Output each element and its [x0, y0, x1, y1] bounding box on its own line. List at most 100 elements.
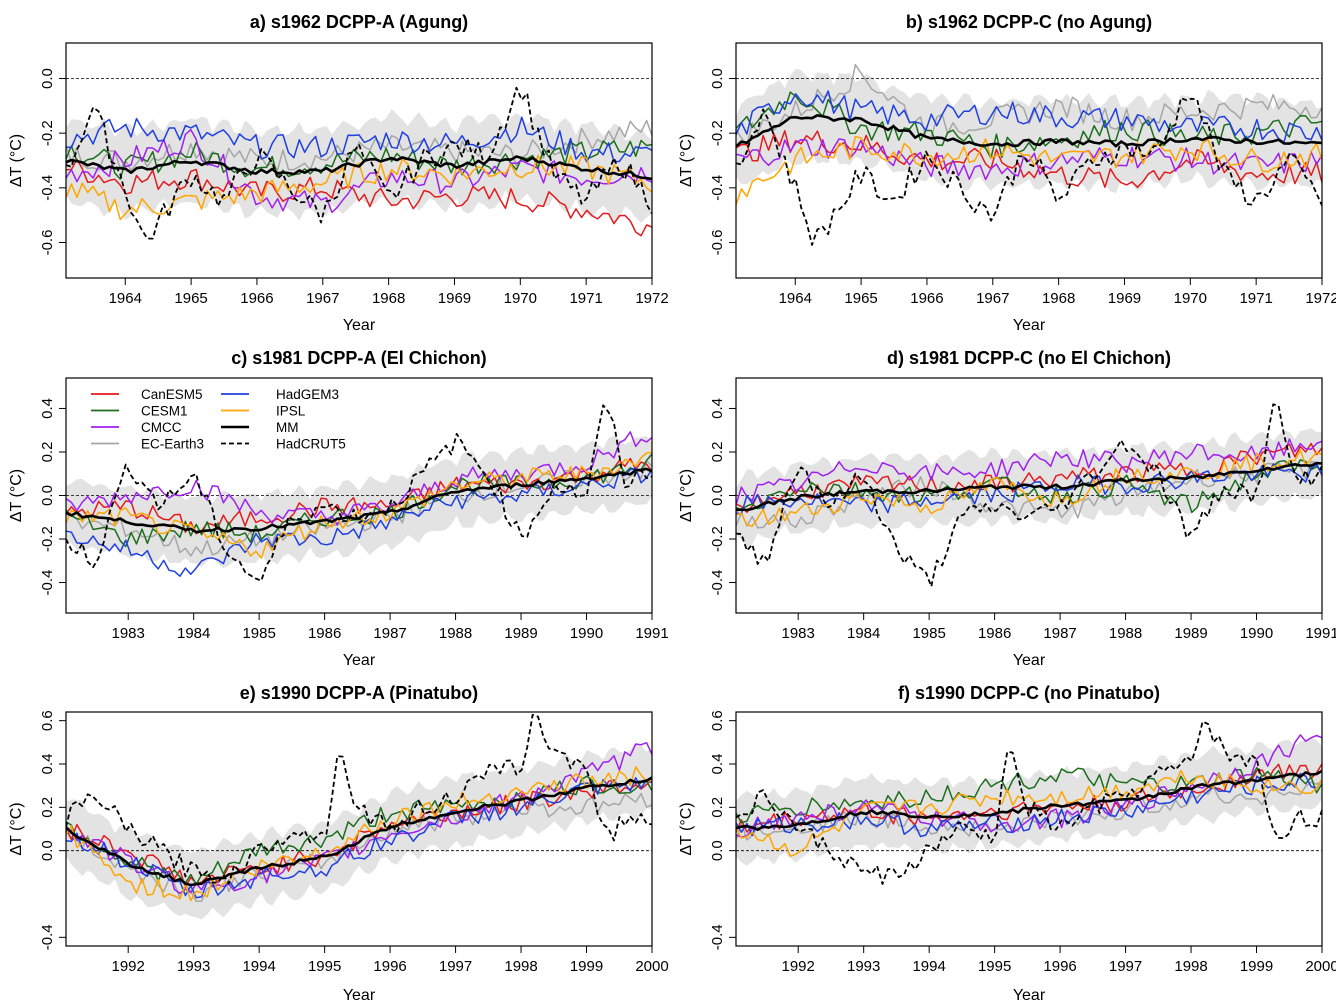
series-ipsl — [66, 154, 652, 221]
x-tick-label: 1989 — [1174, 625, 1207, 642]
y-tick-label: -0.6 — [709, 230, 726, 256]
series-mm — [736, 769, 1322, 832]
plot-area — [66, 404, 652, 582]
x-tick-label: 1984 — [177, 625, 210, 642]
legend-label: IPSL — [276, 404, 306, 419]
series-cmcc — [736, 438, 1322, 506]
y-tick-label: 0.4 — [39, 398, 56, 419]
y-tick-label: -0.2 — [39, 526, 56, 552]
y-tick-label: 0.0 — [39, 485, 56, 506]
series-ec-earth3 — [66, 119, 652, 172]
y-axis-label: ΔT (°C) — [8, 802, 25, 855]
x-tick-label: 1993 — [847, 958, 880, 975]
series-hadcrut5 — [66, 86, 652, 240]
panel-title: d) s1981 DCPP-C (no El Chichon) — [887, 348, 1171, 368]
x-tick-label: 1968 — [372, 290, 405, 307]
series-mm — [66, 155, 652, 181]
y-tick-label: -0.4 — [39, 924, 56, 950]
series-hadcrut5 — [66, 713, 652, 885]
series-hadgem3 — [736, 772, 1322, 838]
x-tick-label: 1992 — [112, 958, 145, 975]
y-tick-label: -0.4 — [39, 175, 56, 201]
x-tick-label: 1969 — [1108, 290, 1141, 307]
y-tick-label: 0.2 — [709, 797, 726, 818]
x-tick-label: 1972 — [635, 290, 668, 307]
x-tick-label: 1992 — [782, 958, 815, 975]
x-tick-label: 1997 — [439, 958, 472, 975]
y-axis-label: ΔT (°C) — [8, 469, 25, 522]
y-tick-label: 0.2 — [39, 797, 56, 818]
x-tick-label: 1996 — [1043, 958, 1076, 975]
x-tick-label: 1971 — [569, 290, 602, 307]
x-tick-label: 1986 — [308, 625, 341, 642]
y-axis-label: ΔT (°C) — [678, 802, 695, 855]
x-tick-label: 1966 — [240, 290, 273, 307]
x-tick-label: 1988 — [439, 625, 472, 642]
series-cmcc — [736, 734, 1322, 838]
x-tick-label: 1986 — [978, 625, 1011, 642]
x-tick-label: 1971 — [1239, 290, 1272, 307]
series-hadgem3 — [66, 777, 652, 899]
x-tick-label: 1983 — [782, 625, 815, 642]
series-ec-earth3 — [736, 780, 1322, 841]
x-tick-label: 1999 — [1240, 958, 1273, 975]
y-tick-label: 0.6 — [709, 710, 726, 731]
legend-label: HadCRUT5 — [276, 437, 346, 452]
plot-frame — [735, 42, 1323, 279]
series-hadcrut5 — [736, 720, 1322, 885]
panel-title: b) s1962 DCPP-C (no Agung) — [906, 12, 1152, 32]
plot-frame — [65, 711, 653, 947]
panel-title: c) s1981 DCPP-A (El Chichon) — [231, 348, 486, 368]
plot-area — [736, 403, 1322, 588]
legend-label: MM — [276, 420, 299, 435]
x-tick-label: 1997 — [1109, 958, 1142, 975]
series-cmcc — [736, 138, 1322, 181]
series-ipsl — [736, 135, 1322, 206]
x-tick-label: 1969 — [438, 290, 471, 307]
y-tick-label: -0.6 — [39, 230, 56, 256]
series-cesm1 — [736, 91, 1322, 160]
x-tick-label: 1991 — [635, 625, 668, 642]
spread-band — [736, 68, 1322, 193]
x-tick-label: 1989 — [504, 625, 537, 642]
y-tick-label: -0.2 — [709, 120, 726, 146]
y-axis-label: ΔT (°C) — [678, 134, 695, 187]
x-tick-label: 1993 — [177, 958, 210, 975]
y-tick-label: -0.4 — [709, 570, 726, 596]
series-hadgem3 — [66, 467, 652, 577]
series-ipsl — [736, 449, 1322, 527]
plot-frame — [65, 42, 653, 279]
panel-title: a) s1962 DCPP-A (Agung) — [250, 12, 468, 32]
x-tick-label: 1991 — [1305, 625, 1336, 642]
x-tick-label: 1985 — [242, 625, 275, 642]
legend-label: CESM1 — [141, 404, 188, 419]
panel-d: d) s1981 DCPP-C (no El Chichon) 1983 1984 1… — [678, 348, 1336, 669]
legend-label: EC-Earth3 — [141, 437, 204, 452]
series-ec-earth3 — [66, 792, 652, 903]
y-tick-label: 0.2 — [709, 442, 726, 463]
panel-f: f) s1990 DCPP-C (no Pinatubo) 1992 1993 199… — [678, 683, 1336, 1004]
y-tick-label: 0.4 — [39, 754, 56, 775]
panel-title: f) s1990 DCPP-C (no Pinatubo) — [898, 683, 1160, 703]
x-axis-label: Year — [343, 317, 376, 334]
x-tick-label: 1987 — [1043, 625, 1076, 642]
x-tick-label: 1985 — [912, 625, 945, 642]
plot-area — [66, 713, 652, 920]
x-tick-label: 1998 — [1174, 958, 1207, 975]
panel-title: e) s1990 DCPP-A (Pinatubo) — [240, 683, 478, 703]
series-hadcrut5 — [736, 403, 1322, 588]
spread-band — [736, 428, 1322, 548]
y-tick-label: 0.0 — [709, 68, 726, 89]
x-tick-label: 1970 — [504, 290, 537, 307]
x-tick-label: 1990 — [1240, 625, 1273, 642]
series-canesm5 — [66, 158, 652, 237]
series-mm — [66, 776, 652, 887]
x-tick-label: 1988 — [1109, 625, 1142, 642]
x-tick-label: 1964 — [109, 290, 142, 307]
x-tick-label: 1964 — [779, 290, 812, 307]
y-tick-label: 0.4 — [709, 398, 726, 419]
series-hadgem3 — [66, 116, 652, 163]
y-tick-label: -0.2 — [709, 526, 726, 552]
